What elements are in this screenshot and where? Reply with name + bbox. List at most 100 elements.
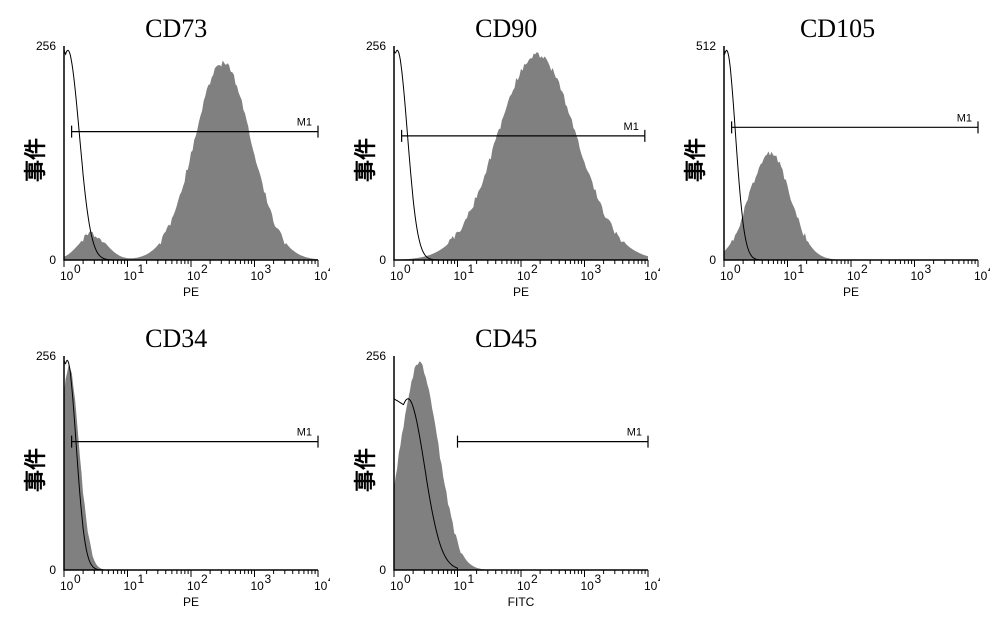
y-tick-label: 0 — [379, 253, 386, 267]
panel-title: CD90 — [475, 14, 537, 44]
x-tick-exp: 1 — [138, 572, 145, 586]
x-tick-label: 10 — [314, 579, 328, 593]
y-axis-label: 事件 — [18, 138, 50, 182]
main-histogram — [724, 151, 978, 260]
main-histogram — [394, 52, 648, 260]
x-tick-exp: 3 — [265, 572, 272, 586]
y-tick-label: 256 — [36, 39, 56, 53]
x-tick-label: 10 — [974, 269, 988, 283]
x-tick-label: 10 — [251, 269, 265, 283]
x-tick-exp: 2 — [201, 262, 208, 276]
x-tick-exp: 1 — [138, 262, 145, 276]
x-tick-label: 10 — [124, 269, 138, 283]
x-tick-exp: 4 — [658, 262, 660, 276]
panel-title: CD34 — [145, 324, 207, 354]
main-histogram — [394, 361, 648, 570]
x-tick-exp: 0 — [404, 572, 411, 586]
marker-bar — [732, 121, 978, 133]
x-axis-label: PE — [843, 285, 859, 299]
x-tick-label: 10 — [517, 269, 531, 283]
x-tick-exp: 0 — [404, 262, 411, 276]
x-axis-label: PE — [183, 595, 199, 609]
x-tick-label: 10 — [911, 269, 925, 283]
x-tick-label: 10 — [517, 579, 531, 593]
main-histogram — [64, 61, 318, 261]
control-outline — [64, 50, 128, 260]
y-tick-label: 0 — [49, 253, 56, 267]
histogram-grid: 0256100101102103104PEM1CD73事件 0256100101… — [10, 10, 1000, 620]
main-histogram — [64, 364, 318, 570]
axes — [64, 356, 318, 570]
y-axis-label: 事件 — [18, 448, 50, 492]
x-tick-label: 10 — [720, 269, 734, 283]
y-tick-label: 0 — [379, 563, 386, 577]
x-tick-exp: 1 — [468, 262, 475, 276]
x-tick-exp: 4 — [328, 572, 330, 586]
marker-bar — [72, 126, 318, 138]
histogram-cd105: 0512100101102103104PEM1 — [670, 10, 990, 310]
y-axis-label: 事件 — [348, 138, 380, 182]
y-tick-label: 512 — [696, 39, 716, 53]
x-tick-label: 10 — [314, 269, 328, 283]
x-axis-label: FITC — [508, 595, 535, 609]
x-tick-exp: 0 — [734, 262, 741, 276]
marker-label: M1 — [624, 121, 639, 133]
x-tick-label: 10 — [390, 269, 404, 283]
y-axis-label: 事件 — [348, 448, 380, 492]
x-tick-label: 10 — [581, 269, 595, 283]
x-tick-label: 10 — [454, 269, 468, 283]
x-axis-label: PE — [513, 285, 529, 299]
panel-cd90: 0256100101102103104PEM1CD90事件 — [340, 10, 660, 310]
x-tick-exp: 3 — [925, 262, 932, 276]
y-tick-label: 0 — [49, 563, 56, 577]
x-tick-label: 10 — [60, 579, 74, 593]
x-tick-exp: 4 — [658, 572, 660, 586]
y-axis-label: 事件 — [678, 138, 710, 182]
marker-bar — [72, 436, 318, 448]
x-tick-label: 10 — [390, 579, 404, 593]
x-tick-exp: 0 — [74, 262, 81, 276]
marker-label: M1 — [297, 117, 312, 129]
x-tick-label: 10 — [187, 269, 201, 283]
panel-cd73: 0256100101102103104PEM1CD73事件 — [10, 10, 330, 310]
x-tick-exp: 1 — [798, 262, 805, 276]
panel-cd34: 0256100101102103104PEM1CD34事件 — [10, 320, 330, 620]
histogram-cd73: 0256100101102103104PEM1 — [10, 10, 330, 310]
panel-title: CD105 — [800, 14, 875, 44]
x-tick-label: 10 — [847, 269, 861, 283]
x-tick-label: 10 — [187, 579, 201, 593]
x-tick-exp: 4 — [328, 262, 330, 276]
y-tick-label: 256 — [36, 349, 56, 363]
panel-title: CD45 — [475, 324, 537, 354]
x-axis-label: PE — [183, 285, 199, 299]
x-tick-exp: 2 — [531, 572, 538, 586]
x-tick-exp: 2 — [861, 262, 868, 276]
y-tick-label: 256 — [366, 349, 386, 363]
x-tick-exp: 2 — [201, 572, 208, 586]
control-outline — [394, 50, 458, 260]
x-tick-exp: 1 — [468, 572, 475, 586]
x-tick-label: 10 — [644, 579, 658, 593]
panel-cd45: 0256100101102103104FITCM1CD45事件 — [340, 320, 660, 620]
x-tick-label: 10 — [251, 579, 265, 593]
histogram-cd34: 0256100101102103104PEM1 — [10, 320, 330, 620]
x-tick-exp: 4 — [988, 262, 990, 276]
x-tick-exp: 3 — [595, 262, 602, 276]
x-tick-label: 10 — [454, 579, 468, 593]
y-tick-label: 0 — [709, 253, 716, 267]
x-tick-label: 10 — [581, 579, 595, 593]
x-tick-label: 10 — [644, 269, 658, 283]
marker-label: M1 — [957, 112, 972, 124]
marker-label: M1 — [297, 427, 312, 439]
x-tick-label: 10 — [124, 579, 138, 593]
x-tick-exp: 0 — [74, 572, 81, 586]
x-tick-exp: 3 — [595, 572, 602, 586]
marker-bar — [458, 436, 649, 448]
y-tick-label: 256 — [366, 39, 386, 53]
x-tick-label: 10 — [784, 269, 798, 283]
panel-title: CD73 — [145, 14, 207, 44]
x-tick-exp: 2 — [531, 262, 538, 276]
histogram-cd90: 0256100101102103104PEM1 — [340, 10, 660, 310]
histogram-cd45: 0256100101102103104FITCM1 — [340, 320, 660, 620]
panel-cd105: 0512100101102103104PEM1CD105事件 — [670, 10, 990, 310]
